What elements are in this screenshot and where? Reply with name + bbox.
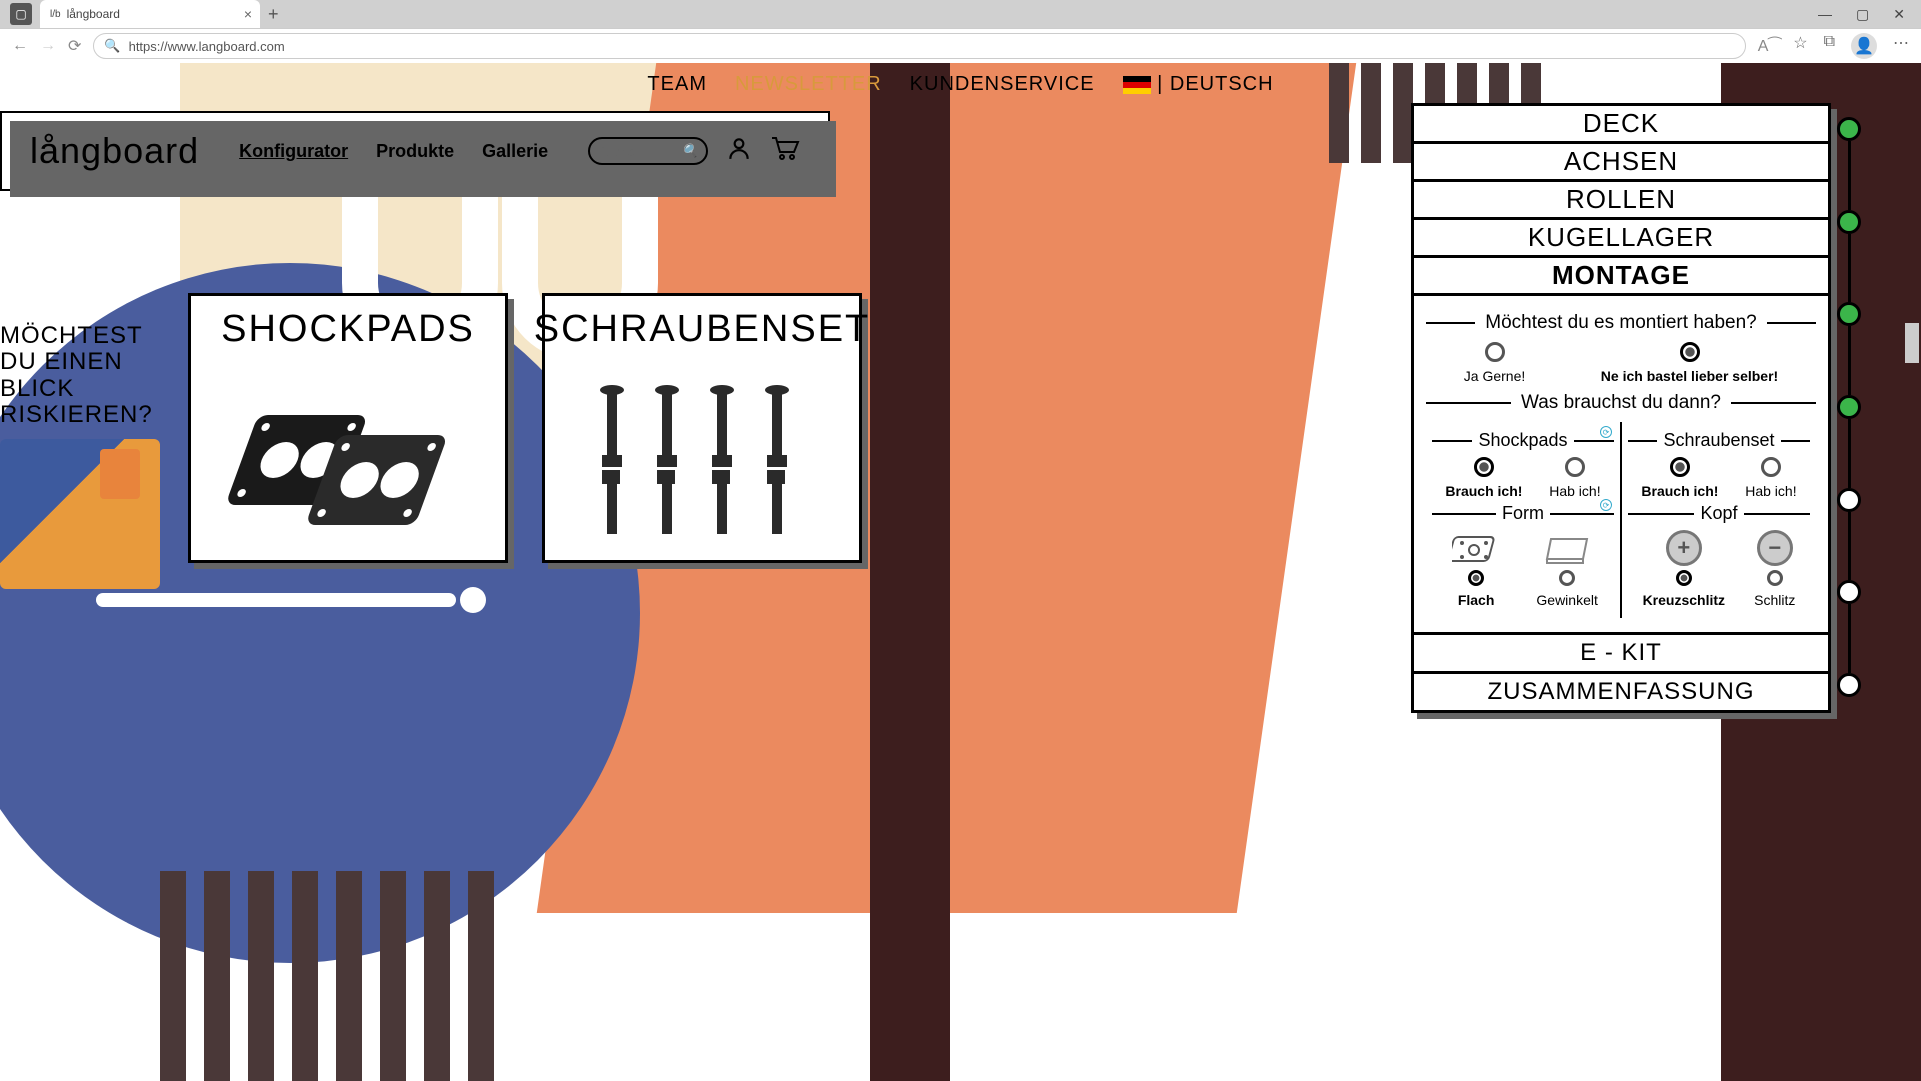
kopf-kreuz[interactable]: + Kreuzschlitz [1643,530,1725,608]
flag-de-icon [1123,76,1151,94]
step-ekit[interactable]: E - KIT [1414,632,1828,671]
dot-achsen[interactable] [1837,210,1861,234]
dot-deck[interactable] [1837,117,1861,141]
nav-konfigurator[interactable]: Konfigurator [239,141,348,162]
close-window-icon[interactable]: ✕ [1893,6,1905,23]
tabs-overview-icon[interactable]: ▢ [10,3,32,25]
tab-title: långboard [67,7,120,21]
close-icon[interactable]: × [244,6,252,22]
url-text: https://www.langboard.com [129,39,285,54]
step-deck[interactable]: DECK [1414,106,1828,144]
search-input[interactable]: Suche 🔍 [588,137,708,165]
schrauben-image [557,361,847,548]
question-montiert: Möchtest du es montiert haben? [1426,312,1816,334]
read-aloud-icon[interactable]: A⁀ [1758,36,1782,56]
opt-ja[interactable]: Ja Gerne! [1464,342,1525,384]
preview-text: Möchtest du einen Blick riskieren? [0,323,180,429]
logo[interactable]: långboard [30,130,199,172]
new-tab-button[interactable]: + [268,4,279,25]
schrauben-have[interactable]: Hab ich! [1745,457,1796,499]
kopf-schlitz[interactable]: − Schlitz [1754,530,1795,608]
preview-image [0,439,160,589]
card-shockpads[interactable]: Shockpads [188,293,508,563]
carousel-progress[interactable] [96,593,456,607]
dot-summary[interactable] [1837,673,1861,697]
shockpads-have[interactable]: Hab ich! [1549,457,1600,499]
step-montage[interactable]: MONTAGE [1414,258,1828,296]
favicon: l/b [50,9,61,20]
info-icon[interactable]: ⟳ [1600,426,1612,438]
browser-tab[interactable]: l/b långboard × [40,0,260,28]
browser-chrome: ▢ l/b långboard × + — ▢ ✕ ← → ⟳ 🔍 https:… [0,0,1921,63]
nav-language[interactable]: | Deutsch [1123,73,1274,96]
sub-form: Form⟳ [1432,503,1614,524]
form-flach[interactable]: Flach [1448,530,1504,608]
minus-icon: − [1757,530,1793,566]
opt-nein[interactable]: Ne ich bastel lieber selber! [1601,342,1778,384]
favorites-icon[interactable]: ☆ [1793,33,1807,59]
shockpads-need[interactable]: Brauch ich! [1445,457,1522,499]
scrollbar[interactable] [1905,323,1919,363]
user-icon[interactable] [726,135,752,168]
step-zusammenfassung[interactable]: ZUSAMMENFASSUNG [1414,671,1828,710]
dot-ekit[interactable] [1837,580,1861,604]
menu-icon[interactable]: ⋯ [1893,33,1909,59]
dot-kugellager[interactable] [1837,395,1861,419]
sub-shockpads: Shockpads⟳ [1432,430,1614,451]
shockpads-image [203,361,493,548]
col-shockpads: Shockpads⟳ Brauch ich! Hab ich! Form⟳ Fl… [1426,422,1622,618]
search-icon: 🔍 [104,38,120,54]
back-icon[interactable]: ← [12,37,28,55]
preview-panel[interactable]: Möchtest du einen Blick riskieren? [0,323,180,589]
tab-bar: ▢ l/b långboard × + — ▢ ✕ [0,0,1921,28]
step-kugellager[interactable]: KUGELLAGER [1414,220,1828,258]
plus-icon: + [1666,530,1702,566]
utility-nav: Team Newsletter Kundenservice | Deutsch [0,73,1921,96]
reload-icon[interactable]: ⟳ [68,36,81,56]
dot-montage[interactable] [1837,488,1861,512]
info-icon[interactable]: ⟳ [1600,499,1612,511]
form-gewinkelt[interactable]: Gewinkelt [1536,530,1597,608]
sub-kopf: Kopf [1628,503,1810,524]
header-bar: långboard Konfigurator Produkte Gallerie… [0,111,830,191]
step-rollen[interactable]: ROLLEN [1414,182,1828,220]
nav-gallerie[interactable]: Gallerie [482,141,548,162]
forward-icon[interactable]: → [40,37,56,55]
sub-schrauben: Schraubenset [1628,430,1810,451]
step-achsen[interactable]: ACHSEN [1414,144,1828,182]
nav-team[interactable]: Team [647,73,707,96]
schrauben-need[interactable]: Brauch ich! [1641,457,1718,499]
cart-icon[interactable] [770,135,800,168]
maximize-icon[interactable]: ▢ [1856,6,1869,23]
url-input[interactable]: 🔍 https://www.langboard.com [93,33,1745,59]
config-body: Möchtest du es montiert haben? Ja Gerne!… [1414,296,1828,632]
collections-icon[interactable]: ⧉ [1824,33,1835,59]
card-schraubenset[interactable]: Schraubenset [542,293,862,563]
step-indicator [1837,117,1861,697]
main-nav: Konfigurator Produkte Gallerie [239,141,548,162]
search-placeholder: Suche [598,144,635,159]
nav-newsletter[interactable]: Newsletter [735,73,882,96]
address-bar: ← → ⟳ 🔍 https://www.langboard.com A⁀ ☆ ⧉… [0,28,1921,63]
progress-handle[interactable] [460,587,486,613]
window-controls: — ▢ ✕ [1818,6,1921,23]
search-icon: 🔍 [682,143,698,159]
product-cards: Shockpads [188,293,862,563]
col-schrauben: Schraubenset Brauch ich! Hab ich! Kopf +… [1622,422,1816,618]
minimize-icon[interactable]: — [1818,6,1832,23]
profile-icon[interactable]: 👤 [1851,33,1877,59]
config-panel: DECK ACHSEN ROLLEN KUGELLAGER MONTAGE Mö… [1411,103,1831,713]
question-brauchst: Was brauchst du dann? [1426,392,1816,414]
page-content: Team Newsletter Kundenservice | Deutsch … [0,63,1921,1081]
nav-service[interactable]: Kundenservice [910,73,1095,96]
dot-rollen[interactable] [1837,302,1861,326]
nav-produkte[interactable]: Produkte [376,141,454,162]
